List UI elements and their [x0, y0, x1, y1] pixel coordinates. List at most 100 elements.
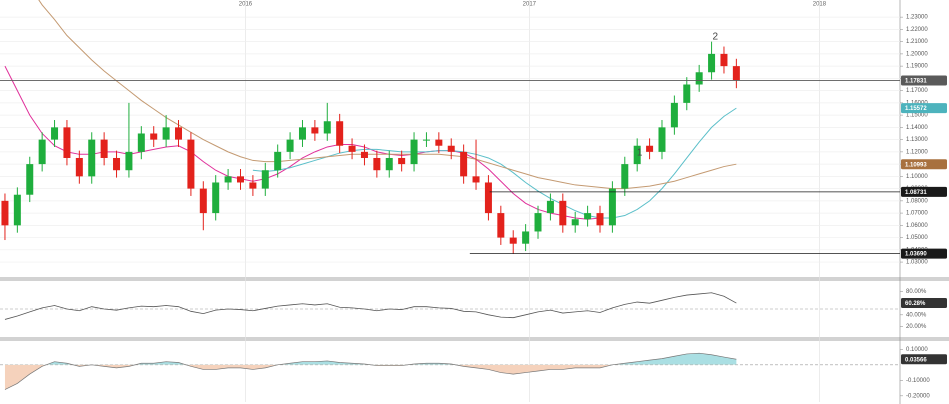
price-marker-label: 60.28% — [905, 301, 926, 307]
y-tick-label: -0.10000 — [906, 378, 930, 384]
candle-body — [522, 231, 530, 244]
price-marker — [901, 354, 947, 365]
candle-body — [695, 72, 703, 85]
price-marker-label: 1.03690 — [905, 252, 927, 258]
candle-body — [26, 164, 34, 195]
candle-body — [708, 53, 716, 73]
candle-body — [187, 139, 195, 189]
candle-body — [125, 151, 133, 171]
y-tick-label: 1.14000 — [906, 125, 928, 131]
moving-average — [252, 107, 737, 219]
y-tick-label: 1.22000 — [906, 27, 928, 33]
candle-body — [336, 121, 344, 146]
candle-body — [584, 213, 592, 220]
price-marker-label: 1.17831 — [905, 79, 927, 85]
wave-label: 2 — [713, 32, 719, 43]
candle-body — [274, 151, 282, 171]
panel — [0, 352, 900, 390]
candle-body — [447, 145, 455, 152]
price-marker — [901, 159, 947, 170]
candle-body — [435, 139, 443, 146]
y-tick-label: 1.05000 — [906, 235, 928, 241]
y-tick-label: 1.19000 — [906, 64, 928, 70]
y-tick-label: 1.15000 — [906, 113, 928, 119]
candle-body — [1, 200, 9, 226]
panel — [0, 0, 900, 263]
candle-body — [621, 164, 629, 189]
candle-body — [385, 157, 393, 171]
y-tick-label: 1.12000 — [906, 149, 928, 155]
candle-body — [51, 127, 59, 140]
candle-body — [249, 182, 257, 189]
candle-body — [670, 102, 678, 128]
x-tick-label: 2016 — [239, 2, 253, 8]
area-line — [4, 352, 737, 390]
candle-body — [720, 53, 728, 67]
y-tick-label: 20.00% — [906, 324, 927, 330]
candle-body — [658, 127, 666, 152]
candle-body — [683, 84, 691, 103]
candle-body — [509, 237, 517, 244]
candle-body — [373, 157, 381, 171]
price-marker-label: 1.10993 — [905, 162, 927, 168]
candle-body — [410, 139, 418, 165]
x-tick-label: 2018 — [813, 2, 827, 8]
candle-body — [497, 213, 505, 238]
candle-body — [75, 157, 83, 177]
candle-body — [88, 139, 96, 177]
y-tick-label: 1.20000 — [906, 51, 928, 57]
candle-body — [398, 157, 406, 165]
candle-body — [348, 145, 356, 152]
candle-body — [212, 182, 220, 214]
candle-body — [199, 188, 207, 214]
price-marker — [901, 186, 947, 197]
area-up — [4, 353, 737, 390]
y-tick-label: 80.00% — [906, 289, 927, 295]
candle-body — [323, 121, 331, 134]
candle-body — [360, 151, 368, 158]
candle-body — [261, 170, 269, 189]
candle-body — [113, 157, 121, 171]
x-tick-label: 2017 — [523, 2, 537, 8]
candle-body — [175, 127, 183, 140]
candle-body — [137, 133, 145, 152]
candle-body — [422, 139, 430, 141]
panel — [0, 292, 900, 320]
candle-body — [559, 200, 567, 226]
candle-body — [63, 127, 71, 158]
y-tick-label: 1.10000 — [906, 174, 928, 180]
price-marker — [901, 103, 947, 114]
wave-label: 1 — [637, 148, 643, 159]
candle-body — [472, 176, 480, 183]
y-tick-label: 1.07000 — [906, 211, 928, 217]
candle-body — [38, 139, 46, 165]
candle-body — [286, 139, 294, 152]
price-marker — [901, 75, 947, 86]
price-marker-label: 1.08731 — [905, 190, 927, 196]
y-tick-label: -0.20000 — [906, 393, 930, 399]
candle-body — [298, 127, 306, 140]
candle-body — [100, 139, 108, 158]
y-tick-label: 40.00% — [906, 312, 927, 318]
candle-body — [608, 188, 616, 226]
y-tick-label: 1.03000 — [906, 260, 928, 266]
candle-body — [596, 213, 604, 226]
y-tick-label: 1.13000 — [906, 137, 928, 143]
candle-body — [150, 133, 158, 140]
candle-body — [311, 127, 319, 134]
y-tick-label: 1.06000 — [906, 223, 928, 229]
y-tick-label: 1.08000 — [906, 198, 928, 204]
y-tick-label: 1.23000 — [906, 15, 928, 21]
candle-body — [460, 151, 468, 177]
candle-body — [571, 219, 579, 226]
candle-body — [13, 194, 21, 226]
candle-body — [224, 176, 232, 183]
oscillator-line — [4, 292, 737, 320]
y-tick-label: 1.17000 — [906, 88, 928, 94]
y-tick-label: 0.10000 — [906, 347, 928, 353]
price-marker-label: 0.03566 — [905, 357, 927, 363]
candle-body — [646, 145, 654, 152]
candle-body — [732, 66, 740, 81]
